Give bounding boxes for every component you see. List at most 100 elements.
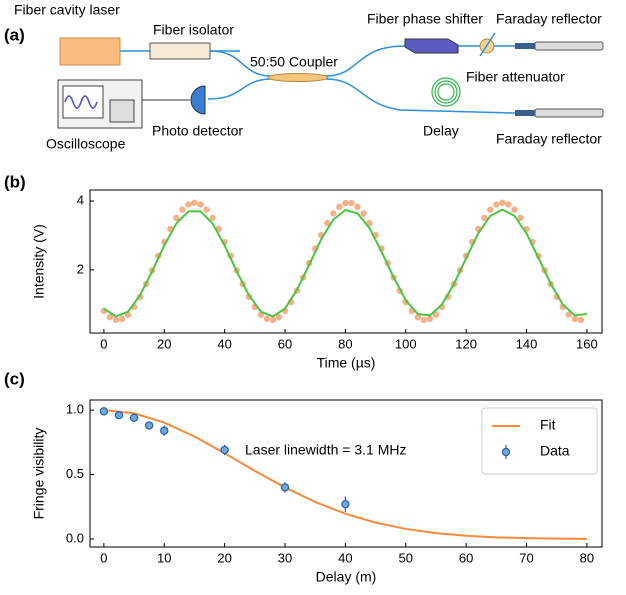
data-point [499,199,506,206]
fiber [209,50,273,77]
data-point [348,199,355,207]
data-point [571,315,579,323]
y-tick-label: 2 [77,261,84,276]
annotation: Laser linewidth = 3.1 MHz [245,442,406,458]
coupler [267,73,329,82]
isolator [149,42,211,60]
data-point [275,313,283,321]
x-tick-label: 70 [519,550,533,565]
x-tick-label: 140 [516,336,538,351]
fit-line [103,208,588,318]
data-point [414,313,422,321]
data-point [342,199,349,207]
data-point [191,199,198,206]
coil [431,77,461,107]
data-point [203,206,210,213]
x-tick-label: 120 [455,336,477,351]
coil [437,83,455,101]
data-point [129,413,139,422]
data-point [360,210,367,217]
data-point [420,316,428,324]
data-point [173,214,180,222]
x-tick-label: 60 [459,550,473,565]
data-point [114,411,124,420]
component-label: Oscilloscope [46,136,126,152]
reflector [534,41,604,51]
component-label: Fiber attenuator [466,69,565,85]
data-point [517,214,524,222]
y-axis-label: Fringe visibility [31,428,47,520]
data-point [511,206,518,213]
x-tick-label: 20 [157,336,171,351]
legend-box [481,407,598,475]
x-tick-label: 0 [100,550,107,565]
data-point [197,201,204,208]
y-tick-label: 0.0 [66,530,84,545]
x-tick-label: 40 [217,336,231,351]
y-axis-label: Intensity (V) [31,224,47,299]
data-point [112,316,120,324]
legend-swatch [501,447,511,457]
data-point [220,445,229,455]
data-point [366,219,373,227]
data-point [354,203,361,211]
fiber [325,78,516,114]
component-label: Fiber isolator [153,22,234,38]
x-axis-label: Time (µs) [317,355,376,371]
data-point [209,214,216,222]
component-label: Fiber cavity laser [14,2,120,18]
data-point [336,203,343,211]
reflector-tip [515,43,535,49]
y-tick-label: 1.0 [66,401,84,416]
fiber [207,78,273,100]
plot-frame [89,399,603,548]
x-axis-label: Delay (m) [316,569,377,585]
data-point [565,311,572,318]
data-point [144,421,154,430]
panel-label: (a) [4,25,25,44]
fit-line [103,409,587,540]
data-point [432,311,440,318]
data-point [341,499,350,509]
legend-label: Fit [540,417,556,433]
data-point [179,206,186,213]
data-point [263,315,271,323]
data-point [330,210,337,217]
data-point [280,483,290,492]
x-tick-label: 80 [338,336,352,351]
screen [62,85,104,119]
data-point [493,201,500,208]
data-point [487,206,494,213]
laser [59,37,121,66]
data-point [185,201,192,208]
y-tick-label: 4 [77,192,84,207]
data-point [269,316,277,324]
arrow [479,32,496,57]
x-tick-label: 160 [576,336,598,351]
fiber [325,45,406,77]
x-tick-label: 50 [399,550,413,565]
component-label: Delay [423,123,459,139]
data-point [481,214,488,222]
panel-controls [109,99,135,123]
x-tick-label: 40 [338,550,352,565]
reflector-tip [515,110,535,116]
x-tick-label: 60 [278,336,292,351]
component-label: 50:50 Coupler [250,54,338,70]
trace [64,95,98,109]
plot-frame [89,189,603,334]
legend-label: Data [540,443,570,459]
data-point [118,315,126,323]
component-label: Faraday reflector [496,131,602,147]
panel-label: (b) [4,172,26,191]
data-point [426,315,434,323]
x-tick-label: 10 [157,550,171,565]
coil [434,80,458,104]
data-point [324,219,331,227]
x-tick-label: 20 [217,550,231,565]
phase-shifter [404,38,459,54]
x-tick-label: 30 [278,550,292,565]
data-point [99,407,109,416]
data-point [106,313,114,321]
